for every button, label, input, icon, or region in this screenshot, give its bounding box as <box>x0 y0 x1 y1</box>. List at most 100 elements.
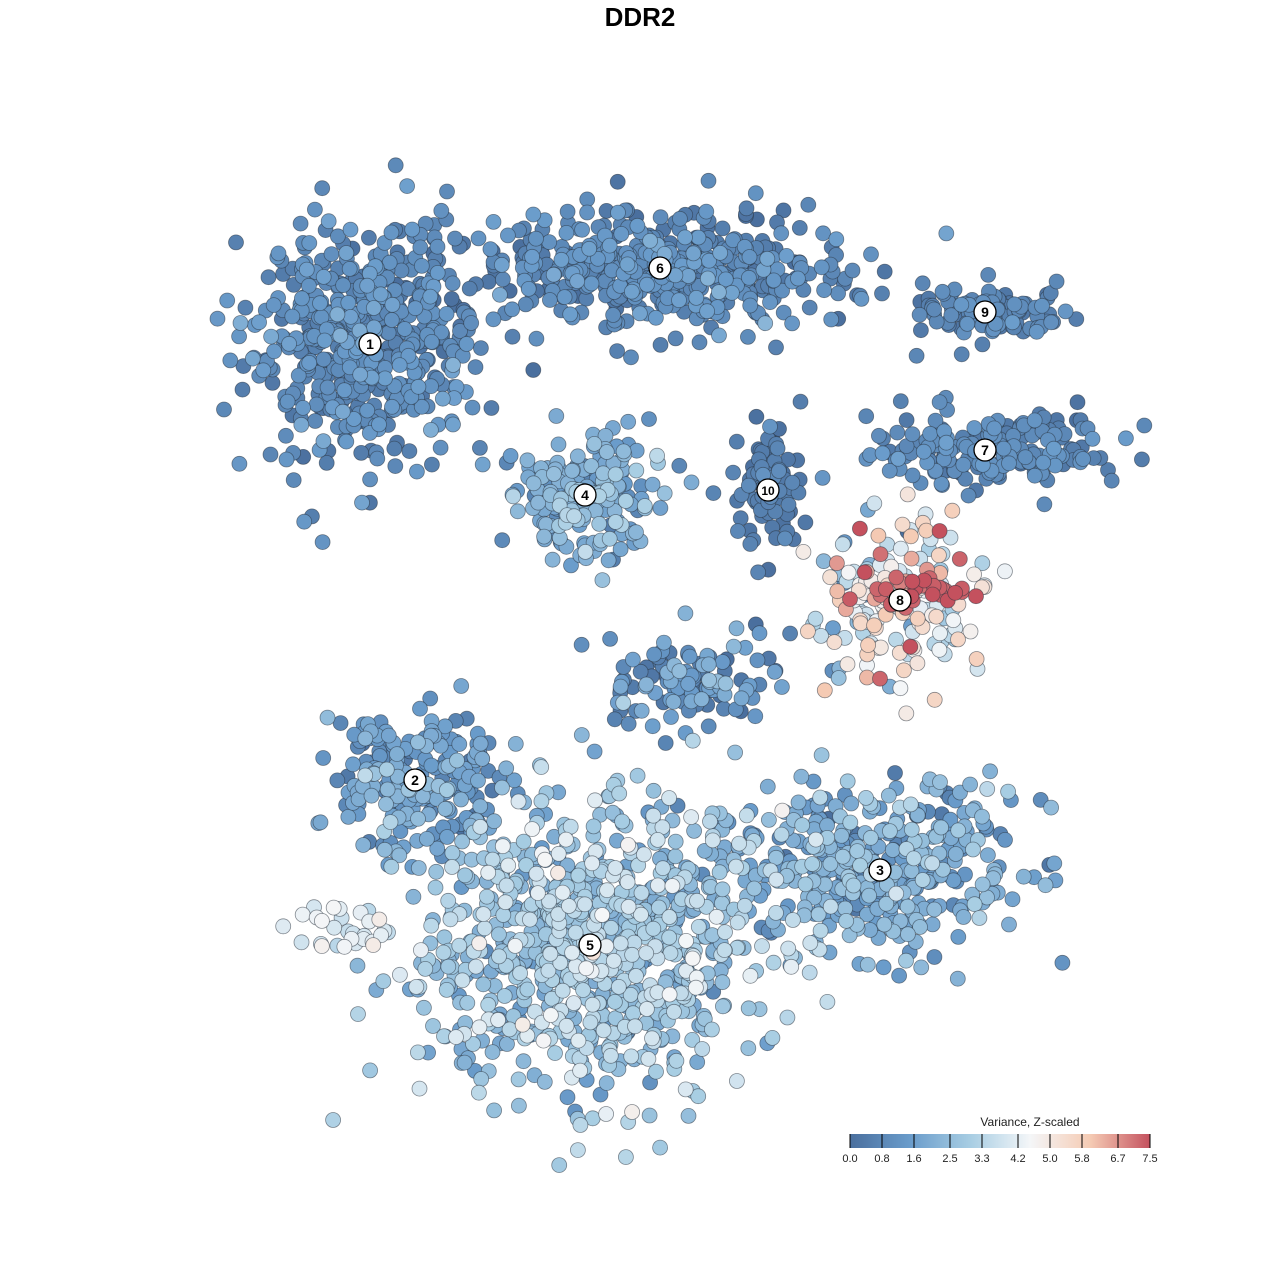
cluster-label-7: 7 <box>973 438 997 462</box>
data-point <box>741 269 757 286</box>
data-point <box>900 926 916 943</box>
data-point <box>620 837 636 853</box>
data-point <box>359 402 376 419</box>
data-point <box>542 292 558 308</box>
data-point <box>535 1032 552 1049</box>
data-point <box>938 225 955 242</box>
cluster-label-3: 3 <box>868 858 892 882</box>
data-point <box>546 466 562 482</box>
data-point <box>550 845 567 862</box>
data-point <box>319 379 336 396</box>
data-point <box>353 444 370 461</box>
data-point <box>623 1048 640 1065</box>
data-point <box>661 909 678 925</box>
data-point <box>342 221 359 238</box>
data-point <box>909 655 926 672</box>
data-point <box>666 1003 682 1020</box>
data-point <box>325 899 342 916</box>
data-point <box>801 964 818 981</box>
data-point <box>559 203 576 220</box>
data-point <box>301 235 318 251</box>
data-point <box>417 961 434 977</box>
data-point <box>688 289 705 306</box>
data-point <box>933 819 949 836</box>
data-point <box>409 1044 426 1061</box>
cluster-label-text: 10 <box>761 484 775 498</box>
data-point <box>577 544 594 560</box>
data-point <box>342 308 359 325</box>
data-point <box>671 663 688 679</box>
data-point <box>934 283 951 300</box>
data-point <box>945 612 962 629</box>
data-point <box>584 996 601 1013</box>
data-point <box>448 1029 464 1045</box>
data-point <box>609 343 625 360</box>
data-point <box>1075 451 1091 467</box>
data-point <box>715 998 731 1015</box>
data-point <box>270 245 287 262</box>
data-point <box>746 880 763 897</box>
data-point <box>652 336 669 353</box>
data-point <box>700 172 717 189</box>
data-point <box>1036 496 1053 513</box>
data-point <box>550 865 566 881</box>
data-point <box>363 787 380 804</box>
data-point <box>667 848 684 865</box>
data-point <box>438 982 455 998</box>
data-point <box>641 411 657 428</box>
legend-tick-label: 4.2 <box>1010 1153 1025 1165</box>
data-point <box>823 311 840 328</box>
data-point <box>307 413 324 429</box>
data-point <box>490 1012 507 1028</box>
data-point <box>896 662 912 679</box>
data-point <box>915 443 932 460</box>
data-point <box>845 877 862 894</box>
data-point <box>314 180 331 197</box>
data-point <box>688 979 704 996</box>
data-point <box>1000 783 1016 800</box>
data-point <box>716 942 733 958</box>
data-point <box>717 924 733 940</box>
data-point <box>740 328 756 345</box>
data-point <box>775 202 792 219</box>
data-point <box>494 271 511 288</box>
data-point <box>624 1104 640 1120</box>
data-point <box>359 277 376 294</box>
data-point <box>784 474 801 491</box>
data-point <box>595 1022 612 1039</box>
data-point <box>558 831 574 848</box>
data-point <box>380 727 397 744</box>
data-point <box>449 752 465 769</box>
data-point <box>871 427 887 444</box>
data-point <box>913 322 929 339</box>
legend-tick-label: 5.0 <box>1042 1153 1057 1165</box>
data-point <box>792 393 809 410</box>
data-point <box>649 447 665 464</box>
data-point <box>790 794 807 811</box>
cluster-label-text: 9 <box>981 304 989 320</box>
data-point <box>638 945 655 961</box>
data-point <box>926 301 942 318</box>
data-point <box>260 269 277 286</box>
data-point <box>842 814 859 831</box>
data-point <box>537 851 553 868</box>
data-point <box>829 555 845 572</box>
data-point <box>922 425 938 442</box>
data-point <box>452 323 468 339</box>
data-point <box>974 336 991 353</box>
data-point <box>959 315 976 332</box>
data-point <box>445 357 461 373</box>
data-point <box>953 296 970 313</box>
data-point <box>264 374 281 391</box>
cluster-label-text: 4 <box>581 487 589 503</box>
data-point <box>504 328 521 345</box>
data-point <box>751 625 768 642</box>
data-point <box>383 224 400 241</box>
data-point <box>947 584 964 601</box>
data-point <box>890 450 907 467</box>
data-point <box>514 1016 531 1033</box>
data-point <box>263 328 280 345</box>
data-point <box>861 887 877 904</box>
data-point <box>691 334 708 351</box>
data-point <box>641 1107 658 1124</box>
